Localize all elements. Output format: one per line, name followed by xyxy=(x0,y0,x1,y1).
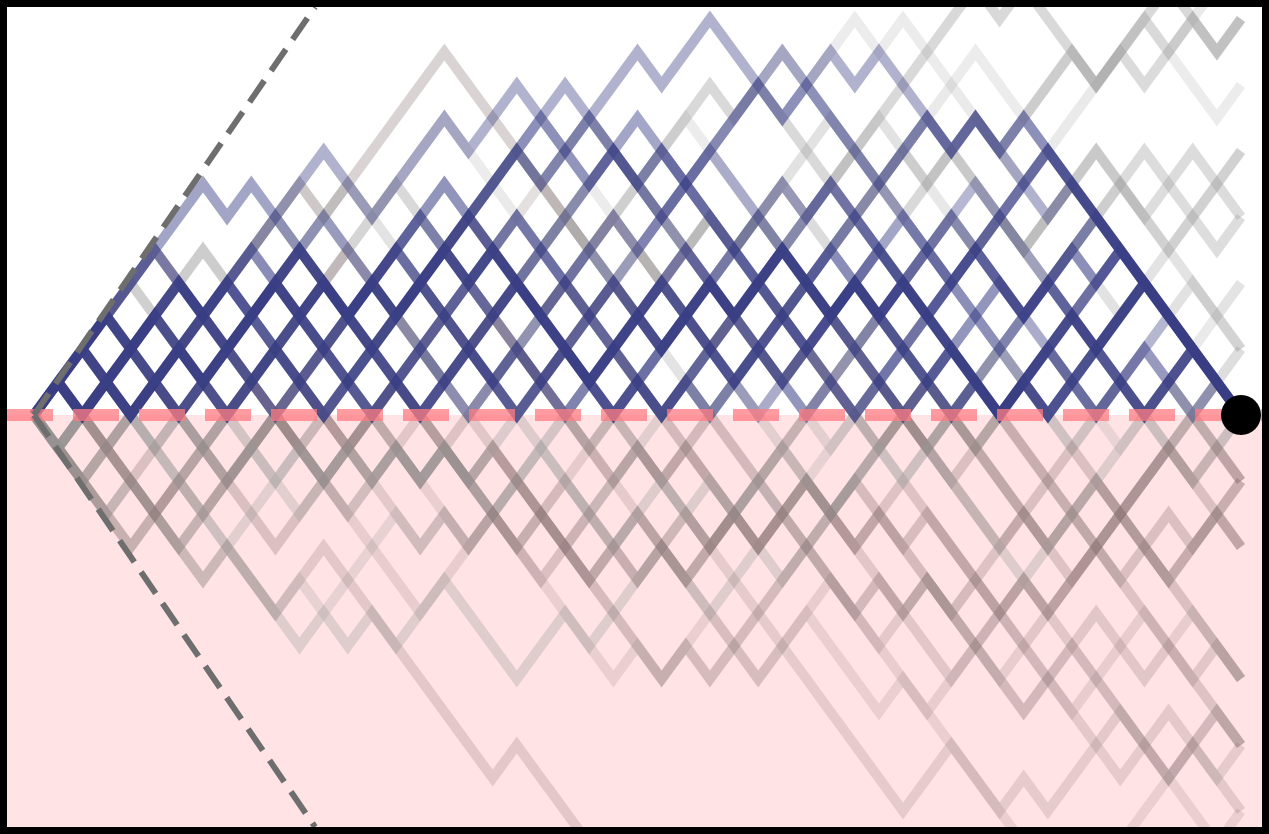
grey-path xyxy=(29,307,1246,622)
dyck-path xyxy=(29,175,1246,424)
upper-cone-boundary xyxy=(31,7,318,417)
grey-path xyxy=(29,373,583,827)
dyck-paths-group xyxy=(29,10,1246,424)
grey-path xyxy=(29,340,1246,748)
lower-cone-boundary xyxy=(31,413,318,827)
dyck-path xyxy=(29,241,1246,424)
random-walk-diagram xyxy=(7,7,1262,827)
grey-path xyxy=(29,373,1246,814)
dyck-path xyxy=(29,142,1246,424)
negative-region xyxy=(7,415,1262,827)
grey-path xyxy=(29,340,1246,721)
endpoint-marker xyxy=(1221,395,1261,435)
grey-path xyxy=(29,373,1246,589)
